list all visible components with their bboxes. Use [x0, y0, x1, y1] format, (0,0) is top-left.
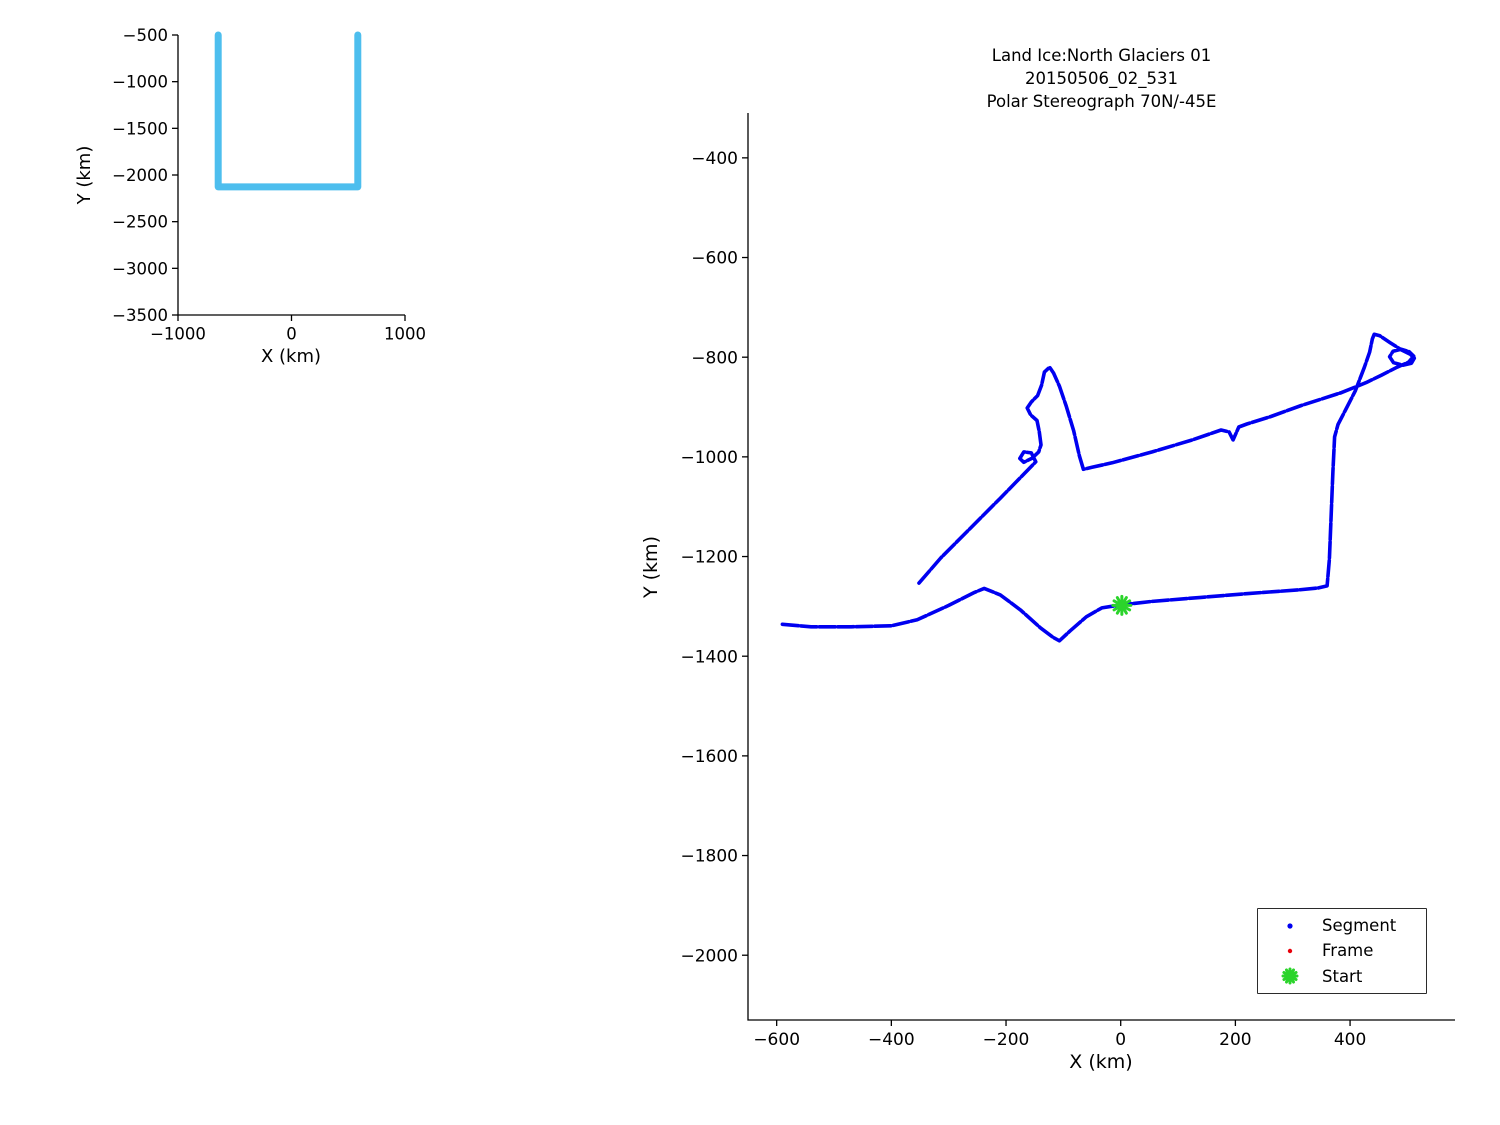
title-line-1: Land Ice:North Glaciers 01	[991, 46, 1212, 65]
legend-label-frame: Frame	[1322, 941, 1374, 961]
legend-item-start: Start	[1258, 964, 1426, 989]
svg-text:−2000: −2000	[680, 946, 738, 966]
svg-text:400: 400	[1334, 1030, 1366, 1050]
svg-text:−800: −800	[691, 348, 738, 368]
svg-text:−500: −500	[123, 26, 168, 45]
main-chart-title: Land Ice:North Glaciers 01 20150506_02_5…	[748, 44, 1455, 113]
svg-text:−600: −600	[753, 1030, 800, 1050]
svg-text:−400: −400	[691, 149, 738, 169]
legend-item-frame: Frame	[1258, 938, 1426, 963]
svg-text:−2000: −2000	[112, 166, 168, 185]
svg-text:X (km): X (km)	[261, 346, 321, 367]
svg-text:−200: −200	[983, 1030, 1030, 1050]
legend-label-segment: Segment	[1322, 916, 1397, 936]
svg-text:−1600: −1600	[680, 747, 738, 767]
svg-text:1000: 1000	[384, 325, 426, 344]
frame-marker-icon	[1258, 940, 1322, 962]
title-line-2: 20150506_02_531	[1025, 69, 1178, 88]
svg-text:−1400: −1400	[680, 647, 738, 667]
legend: Segment Frame Start	[1257, 908, 1427, 994]
svg-text:−1500: −1500	[112, 119, 168, 138]
svg-text:−1800: −1800	[680, 847, 738, 867]
start-marker-icon	[1258, 965, 1322, 987]
svg-text:−1200: −1200	[680, 548, 738, 568]
svg-text:−3000: −3000	[112, 259, 168, 278]
svg-text:−600: −600	[691, 249, 738, 269]
svg-text:−400: −400	[868, 1030, 915, 1050]
svg-text:−2500: −2500	[112, 213, 168, 232]
svg-text:200: 200	[1219, 1030, 1251, 1050]
svg-text:Y (km): Y (km)	[74, 146, 95, 206]
svg-text:X (km): X (km)	[1069, 1051, 1132, 1073]
overview-inset-chart: −1000 0 1000 −500 −1000 −1500 −2000 −2500 −3000 −…	[74, 26, 426, 367]
legend-label-start: Start	[1322, 966, 1363, 986]
title-line-3: Polar Stereograph 70N/-45E	[986, 92, 1217, 111]
svg-text:−1000: −1000	[150, 325, 206, 344]
legend-item-segment: Segment	[1258, 913, 1426, 938]
svg-text:−1000: −1000	[112, 73, 168, 92]
svg-text:0: 0	[286, 325, 297, 344]
svg-text:−1000: −1000	[680, 448, 738, 468]
flightline-chart: −600 −400 −200 0 200 400−400−600−800−1000−120…	[640, 113, 1455, 1073]
svg-text:Y (km): Y (km)	[640, 536, 662, 599]
svg-text:0: 0	[1115, 1030, 1126, 1050]
segment-marker-icon	[1258, 915, 1322, 937]
svg-text:−3500: −3500	[112, 306, 168, 325]
